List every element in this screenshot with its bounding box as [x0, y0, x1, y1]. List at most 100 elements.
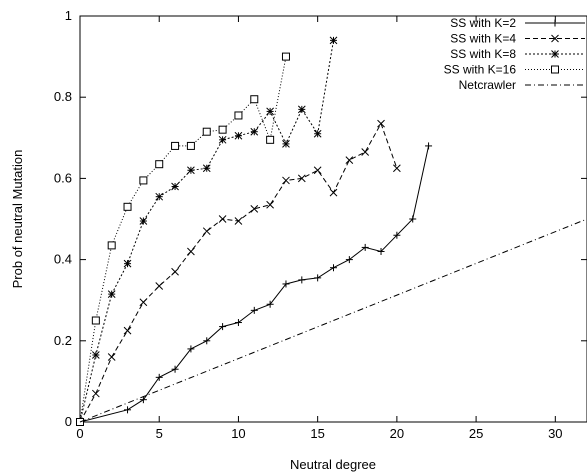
series-1-point-11: [250, 204, 259, 213]
series-1: [76, 119, 401, 426]
legend-marker-3: [551, 65, 559, 74]
series-2-point-12: [266, 107, 274, 116]
series-1-point-20: [393, 164, 401, 173]
series-0-point-6: [203, 337, 211, 345]
series-1-point-19: [377, 119, 385, 128]
series-1-point-14-b: [297, 174, 306, 183]
series-3-point-8: [202, 127, 211, 136]
series-line-4: [79, 218, 587, 423]
series-3-point-10: [234, 111, 243, 120]
series-3-point-12: [266, 135, 275, 144]
legend-marker-2-b: [551, 50, 559, 58]
series-0-point-12: [298, 276, 306, 284]
y-tick-label-5: 1: [65, 8, 72, 23]
series-2-point-16: [329, 36, 338, 45]
series-1-point-3-b: [123, 326, 132, 335]
series-3-point-13: [281, 52, 290, 61]
series-2-point-4-b: [139, 217, 148, 225]
y-axis: 0 0.2 0.4 0.6 0.8 1: [54, 8, 587, 429]
series-2-point-11-b: [250, 127, 259, 136]
series-1-point-6-b: [171, 267, 179, 276]
x-axis: 0 5 10 15 20 25 30: [76, 16, 563, 441]
series-1-point-6: [171, 267, 179, 276]
series-0-point-10: [266, 300, 274, 308]
series-line-2: [79, 40, 334, 423]
series-1-point-7-b: [187, 247, 195, 256]
series-0-point-19: [409, 215, 417, 223]
y-tick-label-2: 0.4: [54, 252, 72, 267]
series-3-point-1: [91, 316, 100, 325]
series-0-point-11: [282, 280, 290, 288]
series-2-point-7: [187, 166, 195, 175]
series-2-point-13-b: [282, 140, 290, 148]
series-2: [76, 36, 338, 426]
series-2-point-8: [202, 164, 211, 173]
series-3: [76, 52, 290, 426]
series-0-point-3: [155, 373, 163, 381]
series-0-point-18: [393, 231, 401, 239]
legend-marker-0: [551, 19, 559, 27]
series-1-point-16: [329, 188, 338, 197]
series-1-point-13: [282, 176, 290, 185]
series-1-point-8-b: [202, 227, 211, 236]
series-2-point-6-b: [171, 182, 179, 191]
legend-marker-1-b: [551, 34, 559, 43]
x-tick-label-2: 10: [231, 426, 245, 441]
series-3-point-6: [171, 141, 180, 150]
series-1-point-16-b: [329, 188, 338, 197]
x-tick-label-1: 5: [156, 426, 163, 441]
series-3-point-9: [218, 125, 227, 134]
series-0-point-4: [171, 365, 179, 373]
series-line-3: [79, 56, 287, 423]
series-2-point-11: [250, 127, 259, 136]
series-1-point-3: [123, 326, 132, 335]
series-2-point-13: [282, 140, 290, 148]
series-0-point-17: [377, 247, 385, 255]
series-0-point-14: [330, 264, 337, 272]
x-tick-label-5: 25: [469, 426, 483, 441]
series-0-point-5: [187, 345, 195, 353]
series-0: [76, 142, 433, 426]
series-0-point-9: [250, 306, 258, 314]
series-1-point-1-b: [91, 389, 100, 398]
series-2-point-7-b: [187, 166, 195, 175]
series-1-point-5: [155, 282, 164, 290]
series-0-point-7: [219, 323, 227, 331]
series-4: [79, 218, 587, 423]
series-1-point-18-b: [361, 148, 370, 156]
x-tick-label-0: 0: [76, 426, 83, 441]
series-1-point-20-b: [393, 164, 401, 173]
series-2-point-6: [171, 182, 179, 191]
plot-frame: [79, 15, 587, 423]
series-2-point-9: [218, 135, 227, 144]
series-1-point-15: [313, 166, 322, 175]
series-3-point-3: [123, 202, 132, 211]
series-2-point-5-b: [155, 192, 164, 201]
series-2-point-14: [297, 105, 306, 114]
series-1-point-19-b: [377, 119, 385, 128]
series-1-point-18: [361, 148, 370, 156]
series-2-point-10: [234, 131, 243, 140]
series-2-point-1: [91, 351, 100, 359]
series-1-point-7: [187, 247, 195, 256]
legend-label-2: SS with K=8: [450, 47, 516, 61]
series-1-point-10-b: [234, 217, 243, 225]
series-2-point-4: [139, 217, 148, 225]
series-2-point-1-b: [91, 351, 100, 359]
y-tick-label-4: 0.8: [54, 89, 72, 104]
legend-marker-2: [551, 50, 559, 58]
series-3-point-2: [107, 241, 116, 250]
series-3-point-11: [250, 95, 259, 104]
legend-label-0: SS with K=2: [450, 16, 516, 30]
series-1-point-9-b: [218, 215, 227, 223]
legend-label-1: SS with K=4: [450, 32, 516, 46]
series-1-point-14: [297, 174, 306, 183]
series-2-point-12-b: [266, 107, 274, 116]
series-1-point-4: [139, 298, 148, 307]
legend-label-4: Netcrawler: [459, 78, 516, 92]
legend: SS with K=2 SS with K=4SS with K=8 SS with…: [444, 16, 585, 92]
y-tick-label-0: 0: [65, 414, 72, 429]
x-axis-title: Neutral degree: [290, 457, 376, 472]
series-1-point-9: [218, 215, 227, 223]
series-0-point-16: [361, 243, 369, 251]
